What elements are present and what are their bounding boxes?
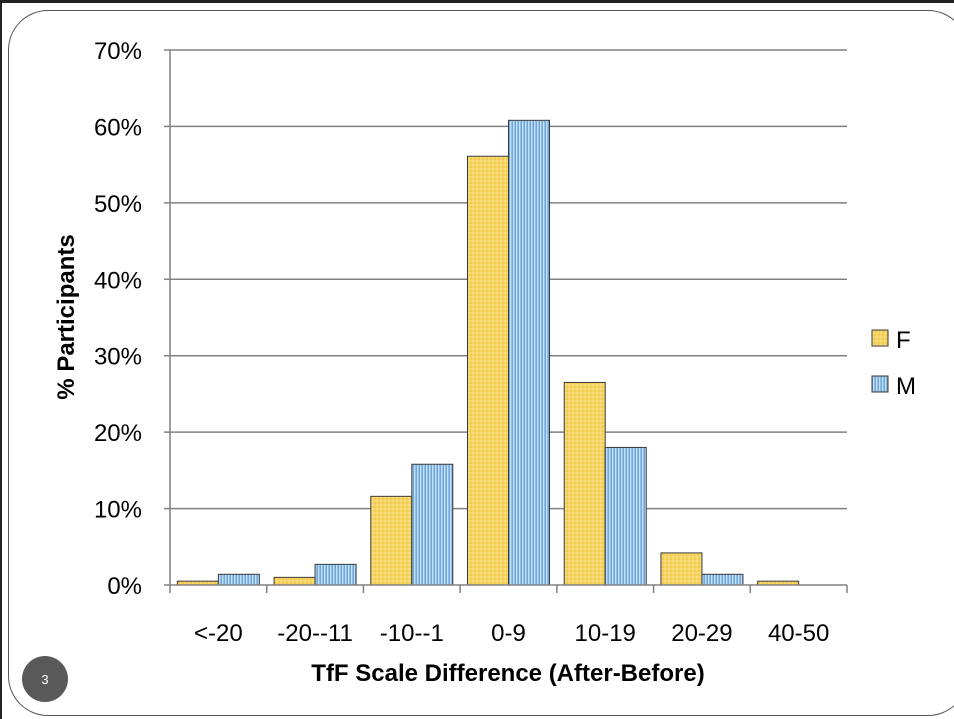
bars [176,119,800,586]
y-tick-label: 10% [94,497,142,524]
bar-m [411,463,454,586]
bar-m [508,119,550,586]
bar-m [217,573,260,586]
y-tick-label: 50% [94,191,142,218]
x-tick-label: -20--11 [277,620,353,647]
bar-f [370,495,413,586]
y-tick-label: 40% [94,267,142,294]
y-tick-label: 20% [94,420,142,447]
slide-number-badge: 3 [22,656,68,702]
slide-left-border [0,0,2,719]
x-tick-label: 0-9 [491,620,526,647]
y-tick-label: 70% [94,38,142,65]
x-tick-label: 40-50 [768,620,829,647]
legend-label-m: M [896,373,916,400]
legend-label-f: F [896,327,911,354]
y-tick-label: 60% [94,114,142,141]
legend: FM [871,327,916,400]
axes [164,49,848,593]
bar-f [467,155,509,586]
bar-m [604,446,647,586]
x-tick-label: -10--1 [380,620,444,647]
y-tick-label: 30% [94,344,142,371]
y-axis-title: % Participants [53,234,80,399]
bar-m [314,563,357,586]
x-axis-title: TfF Scale Difference (After-Before) [311,660,704,687]
slide-top-border [0,0,954,3]
bar-f [660,552,703,586]
bar-f [563,381,606,586]
x-tick-label: <-20 [194,620,243,647]
x-tick-label: 10-19 [575,620,636,647]
bar-m [701,573,744,586]
tick-labels: 0% 10% 20% 30% 40% 50% 60% 70% <-20 -20--11 -10--1… [94,38,829,647]
legend-swatch-m [871,375,889,393]
y-tick-label: 0% [107,573,142,600]
bar-f [273,576,316,586]
x-tick-label: 20-29 [671,620,732,647]
legend-swatch-f [871,329,889,347]
